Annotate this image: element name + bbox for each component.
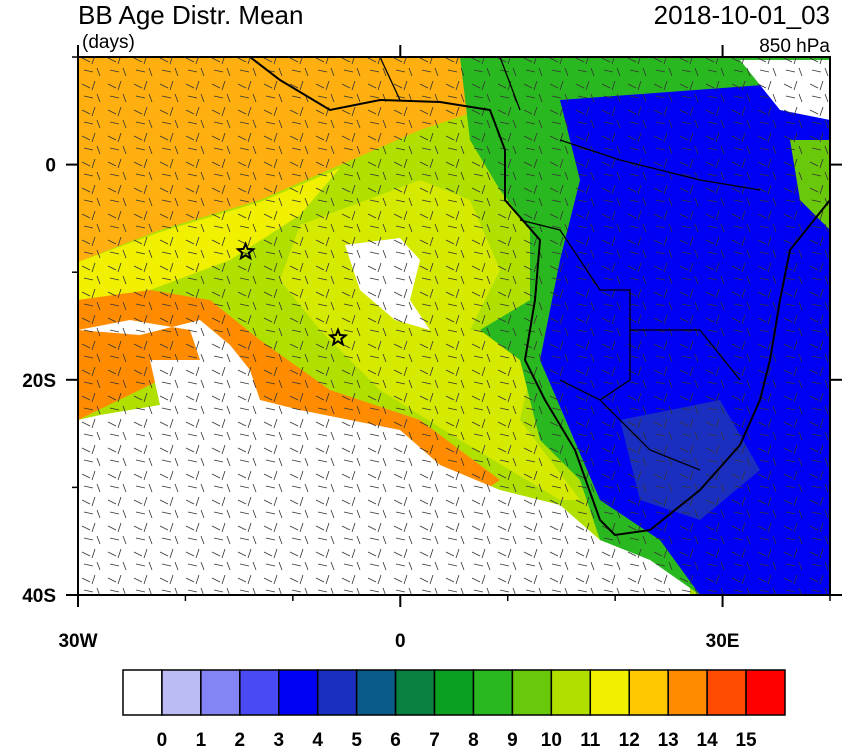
colorbar-box — [161, 669, 202, 716]
colorbar-label: 13 — [658, 730, 679, 750]
colorbar-label: 10 — [541, 730, 562, 750]
colorbar-label: 14 — [697, 730, 719, 750]
colorbar-box — [550, 669, 592, 716]
colorbar-box — [667, 669, 708, 716]
colorbar-label: 9 — [507, 730, 518, 750]
colorbar-label: 1 — [196, 730, 207, 750]
colorbar-label: 0 — [157, 730, 168, 750]
colorbar-box — [433, 669, 475, 716]
colorbar-label: 2 — [235, 730, 246, 750]
wind-barbs — [78, 57, 830, 595]
colorbar-label: 4 — [312, 730, 323, 750]
colorbar-label: 7 — [429, 730, 440, 750]
field — [78, 57, 830, 595]
colorbar-label: 8 — [468, 730, 479, 750]
colorbar-box — [122, 669, 163, 716]
colorbar-label: 12 — [619, 730, 640, 750]
colorbar-label: 6 — [390, 730, 401, 750]
y-tick-label: 20S — [22, 371, 56, 392]
colorbar-box — [316, 669, 358, 716]
colorbar-box — [278, 669, 319, 716]
colorbar-box — [511, 669, 553, 716]
y-tick-label: 40S — [22, 586, 56, 607]
colorbar-label: 5 — [351, 730, 362, 750]
y-tick-label: 0 — [45, 156, 56, 177]
x-tick-label: 0 — [395, 631, 406, 652]
colorbar-box — [706, 669, 747, 716]
level: 850 hPa — [759, 36, 830, 57]
site-marker — [327, 327, 349, 347]
title: BB Age Distr. Mean — [78, 0, 303, 30]
colorbar-label: 15 — [735, 730, 757, 750]
colorbar-box — [200, 669, 241, 716]
coastline — [249, 57, 830, 537]
colorbar-label: 11 — [580, 730, 601, 750]
colorbar-box — [472, 669, 514, 716]
colorbar-label: 3 — [273, 730, 284, 750]
site-marker — [235, 241, 256, 261]
date: 2018-10-01_03 — [654, 0, 830, 30]
x-tick-label: 30W — [58, 631, 97, 652]
colorbar-box — [394, 669, 436, 716]
colorbar-box — [745, 669, 786, 716]
colorbar-box — [355, 669, 397, 716]
units: (days) — [82, 32, 135, 53]
map-frame — [77, 56, 831, 596]
x-tick-label: 30E — [706, 631, 740, 652]
colorbar-box — [589, 669, 630, 716]
colorbar-box — [628, 669, 669, 716]
colorbar-box — [239, 669, 280, 716]
borders — [379, 57, 761, 471]
